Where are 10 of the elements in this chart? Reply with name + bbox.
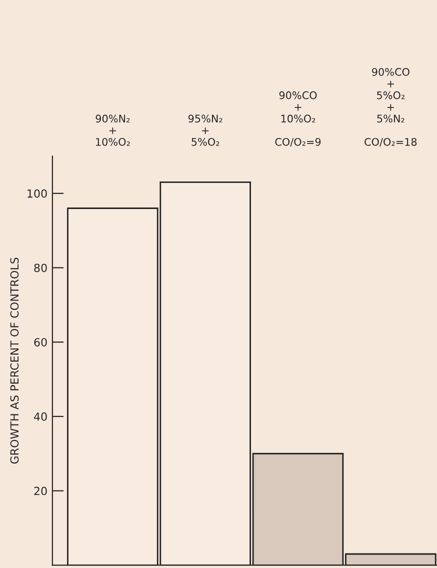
category-label: 90%CO + 10%O₂ CO/O₂=9 <box>275 91 321 147</box>
x-tick-label: 90%N₂ + 10%O₂ <box>96 114 130 146</box>
y-tick-label: 80 <box>34 264 47 272</box>
y-tick-label: 40 <box>34 412 47 421</box>
y-axis-title: GROWTH AS PERCENT OF CONTROLS <box>10 258 19 464</box>
y-tick-label: 20 <box>34 486 47 496</box>
y-tick-label: 60 <box>34 338 47 346</box>
category-label: 90%CO + 5%O₂ + 5%N₂ CO/O₂=18 <box>364 68 417 147</box>
x-tick-label: 95%N₂ + 5%O₂ <box>188 114 222 146</box>
y-tick-label: 100 <box>28 189 47 198</box>
